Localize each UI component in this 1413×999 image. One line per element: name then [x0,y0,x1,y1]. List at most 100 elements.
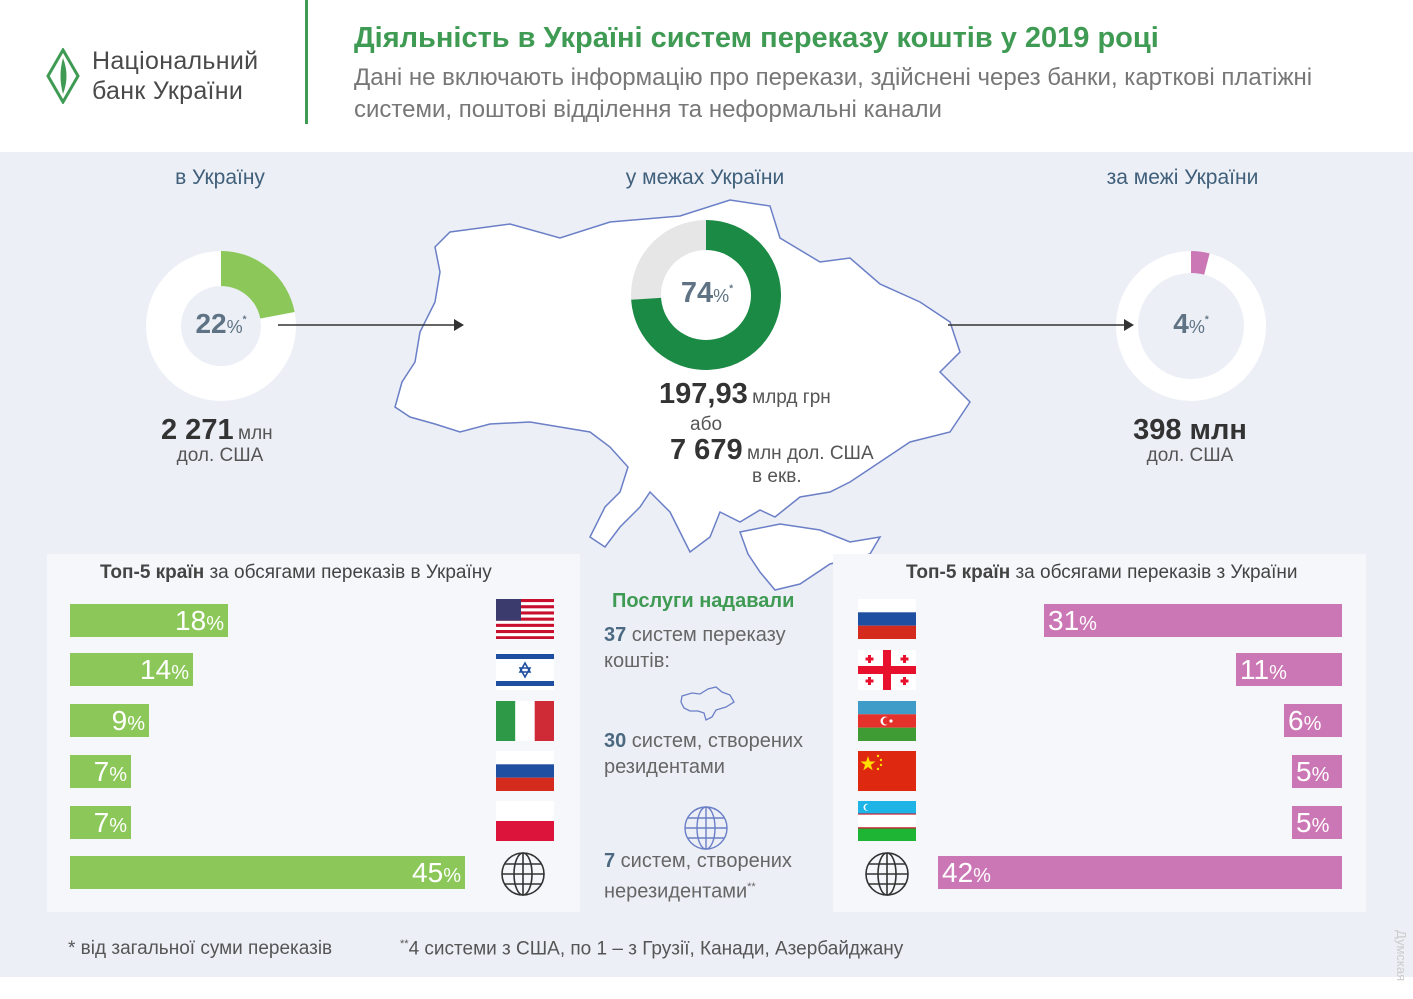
services-item3-num: 7 [604,850,616,872]
logo-line2: банк України [92,77,244,105]
bar-value-label: 5 [1296,756,1312,787]
amount-within-unit3: в екв. [752,466,802,487]
bar-value-label: 6 [1288,705,1304,736]
poland-flag [496,801,554,841]
bar-in-russia-flag: 7% [70,755,131,788]
amount-within-value2: 7 679 [670,434,743,466]
bar-value-label: 5 [1296,807,1312,838]
amount-in: 2 271 млн [161,414,273,447]
top-out-title: Топ-5 країн за обсягами переказів з Укра… [906,562,1297,584]
donut-in [146,251,296,401]
footnote-1: * від загальної суми переказів [68,938,333,959]
bar-value-label: 42 [942,857,974,888]
bar-pct-sign: % [1311,764,1330,786]
amount-in-unit: млн [238,423,273,444]
ukraine-map [394,199,971,591]
bar-pct-sign: % [109,815,127,837]
bar-out-china-flag: 5% [1292,755,1342,788]
watermark: Думская [1394,930,1409,982]
amount-within-unit1: млрд грн [752,387,831,408]
bar-value-label: 9 [111,705,128,736]
services-item2-num: 30 [604,730,627,752]
services-item3-text: систем, створених нерезидентами [604,850,792,903]
amount-out-unit: дол. США [1146,445,1234,466]
page-title: Діяльність в Україні систем переказу кош… [354,22,1159,54]
bar-pct-sign: % [127,713,145,735]
arrow-in-icon [278,319,464,331]
amount-within-2: 7 679 млн дол. США [670,434,874,467]
services-item3-sup: ** [747,881,756,893]
percent-within: 74%* [662,277,752,310]
services-title: Послуги надавали [612,590,795,612]
bar-pct-sign: % [206,613,224,635]
bar-in-poland-flag: 7% [70,806,131,839]
percent-within-star: * [729,283,734,295]
arrow-out-icon [948,319,1134,331]
bar-pct-sign: % [1079,613,1097,635]
amount-out-value: 398 млн [1133,414,1247,446]
top-out-title-bold: Топ-5 країн [906,562,1011,583]
amount-in-unit2: дол. США [176,445,264,466]
bar-out-russia-flag: 31% [1044,604,1342,637]
russia-flag [858,599,916,639]
bar-out-globe-icon: 42% [938,856,1342,889]
amount-within-value1: 197,93 [659,378,748,410]
percent-in: 22%* [176,308,266,340]
uzbekistan-flag [858,801,916,841]
footnote-2: **4 системи з США, по 1 – з Грузії, Кана… [400,938,903,960]
percent-out-sign: % [1188,317,1205,337]
israel-flag [496,650,554,690]
globe-icon [865,852,909,896]
percent-within-sign: % [713,286,730,306]
header-divider [305,0,308,124]
azerbaijan-flag [858,701,916,741]
footnote-2-text: 4 системи з США, по 1 – з Грузії, Канади… [408,938,904,960]
services-item1: 37 систем переказу коштів: [604,622,834,674]
globe-icon [684,806,728,850]
logo-text: Національний банк України [92,46,258,106]
china-flag [858,751,916,791]
bar-out-uzbekistan-flag: 5% [1292,806,1342,839]
percent-in-sign: % [226,317,243,337]
bar-pct-sign: % [443,865,461,887]
section-title-in: в Україну [175,166,265,189]
bar-in-globe-icon: 45% [70,856,465,889]
ukraine-mini-map-icon [680,686,735,721]
bar-pct-sign: % [1303,713,1322,735]
logo-line1: Національний [92,47,259,75]
top-in-title: Топ-5 країн за обсягами переказів в Укра… [100,562,492,584]
bar-in-usa-flag: 18% [70,604,228,637]
bar-value-label: 7 [93,756,110,787]
section-title-within: у межах України [625,166,785,189]
bar-value-label: 45 [412,857,444,888]
bar-pct-sign: % [973,865,991,887]
donut-out [1116,251,1266,401]
amount-within-1: 197,93 млрд грн [659,378,831,411]
header: Національний банк України Діяльність в У… [0,0,1413,152]
bar-value-label: 7 [93,807,110,838]
bar-in-italy-flag: 9% [70,704,149,737]
bar-in-israel-flag: 14% [70,653,193,686]
bar-value-label: 18 [175,605,207,636]
russia-flag [496,751,554,791]
donut-within [631,220,781,370]
page-subtitle: Дані не включають інформацію про переказ… [354,64,1313,123]
bar-value-label: 11 [1240,654,1270,685]
top-in-title-rest: за обсягами переказів в Україну [204,562,492,583]
bar-value-label: 14 [140,654,172,685]
services-item1-num: 37 [604,624,627,646]
section-title-out: за межі України [1106,166,1259,189]
nbu-logo-icon [46,48,80,104]
bar-out-georgia-flag: 11% [1236,653,1342,686]
percent-out-value: 4 [1173,308,1189,339]
top-out-title-rest: за обсягами переказів з України [1010,562,1298,583]
percent-within-value: 74 [680,277,714,309]
services-item3: 7 систем, створених нерезидентами** [604,848,834,905]
usa-flag [496,599,554,639]
bar-value-label: 31 [1048,605,1080,636]
georgia-flag [858,650,916,690]
percent-out: 4%* [1146,308,1236,340]
footnote-2-sup: ** [400,938,409,950]
italy-flag [496,701,554,741]
percent-in-star: * [242,314,247,326]
